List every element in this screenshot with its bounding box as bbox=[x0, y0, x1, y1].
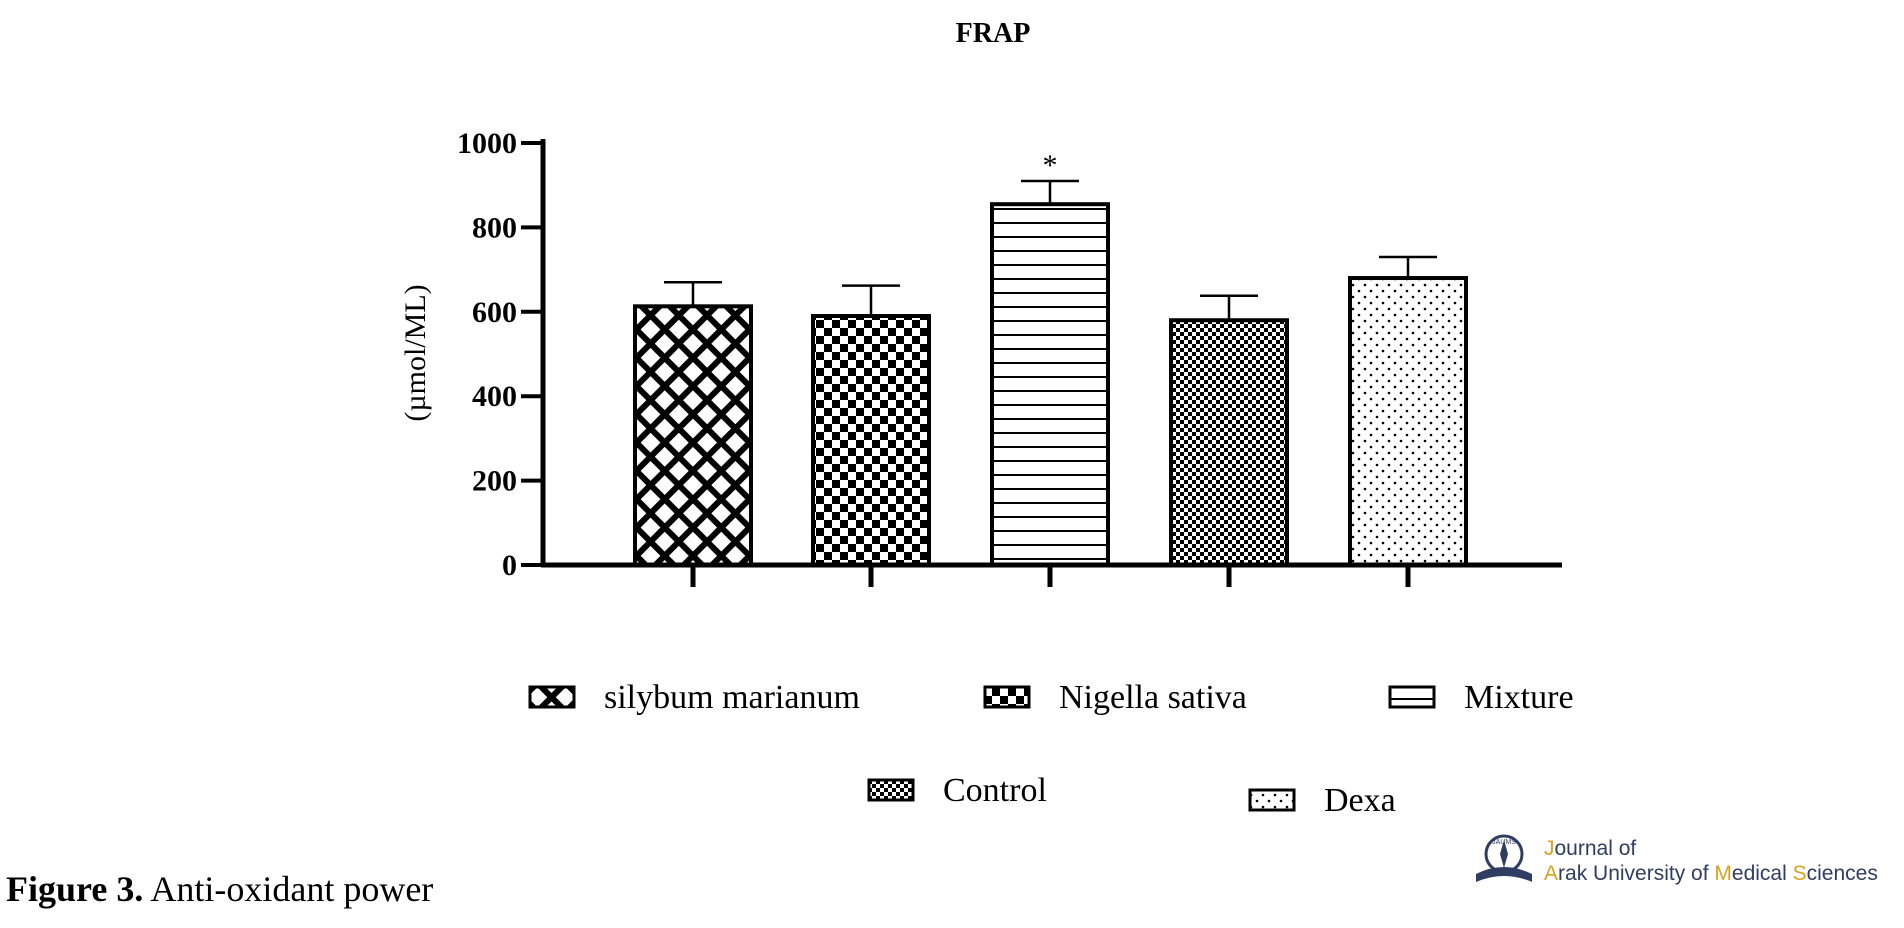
bar bbox=[633, 304, 753, 567]
legend-label: Control bbox=[943, 772, 1047, 809]
legend-swatch bbox=[1248, 788, 1296, 812]
y-axis-label: (µmol/ML) bbox=[399, 284, 432, 421]
legend-swatch bbox=[528, 685, 576, 709]
caption-label: Figure 3. bbox=[6, 869, 144, 909]
y-tick-label: 400 bbox=[472, 380, 517, 413]
legend-label: silybum marianum bbox=[604, 679, 860, 716]
y-tick-label: 200 bbox=[472, 465, 517, 498]
chart-title: FRAP bbox=[956, 18, 1031, 49]
y-tick-label: 600 bbox=[472, 296, 517, 329]
y-tick-label: 0 bbox=[502, 549, 517, 582]
bar bbox=[990, 202, 1110, 567]
bar bbox=[811, 314, 931, 567]
bars-layer: * bbox=[633, 149, 1468, 567]
bar bbox=[1169, 318, 1289, 567]
book-seal-icon: JAUMS bbox=[1476, 834, 1532, 882]
legend-item: Nigella sativa bbox=[983, 679, 1247, 716]
significance-marker: * bbox=[1043, 149, 1058, 182]
logo-line-1: Journal of bbox=[1544, 837, 1637, 860]
figure-caption: Figure 3. Anti-oxidant power bbox=[6, 868, 433, 910]
legend-label: Mixture bbox=[1464, 679, 1574, 716]
legend-swatch bbox=[983, 685, 1031, 709]
legend: silybum marianum Nigella sativa Mixture Con… bbox=[528, 679, 1574, 819]
bar bbox=[1348, 276, 1468, 567]
caption-text: Anti-oxidant power bbox=[143, 869, 434, 909]
legend-swatch bbox=[1388, 685, 1436, 709]
legend-item: Dexa bbox=[1248, 782, 1396, 819]
legend-swatch bbox=[867, 778, 915, 802]
axes-layer: 0 200 400 600 800 1000 bbox=[457, 127, 1562, 587]
logo-badge-text: JAUMS bbox=[1492, 839, 1516, 846]
logo-text: Journal of Arak University of Medical Sc… bbox=[1544, 836, 1878, 886]
legend-item: silybum marianum bbox=[528, 679, 860, 716]
legend-item: Mixture bbox=[1388, 679, 1574, 716]
legend-label: Dexa bbox=[1324, 782, 1396, 819]
legend-label: Nigella sativa bbox=[1059, 679, 1247, 716]
legend-item: Control bbox=[867, 772, 1047, 809]
journal-logo: JAUMS Journal of Arak University of Medi… bbox=[1468, 828, 1898, 898]
logo-line-2: Arak University of Medical Sciences bbox=[1544, 862, 1878, 885]
y-tick-label: 800 bbox=[472, 211, 517, 244]
y-tick-label: 1000 bbox=[457, 127, 517, 160]
